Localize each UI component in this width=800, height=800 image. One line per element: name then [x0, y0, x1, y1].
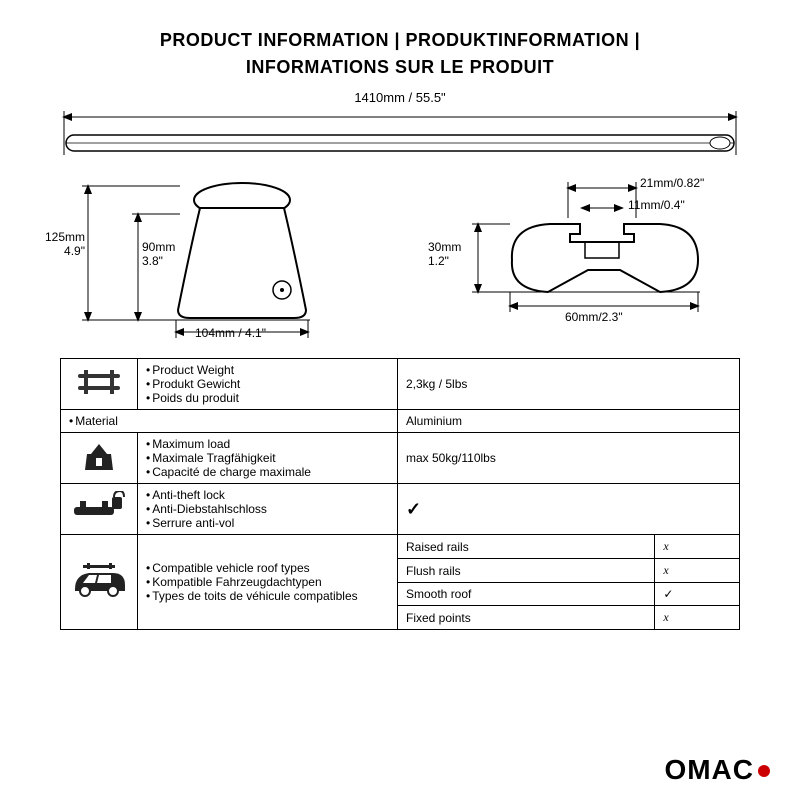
compat-row-val: x [655, 606, 740, 630]
material-value: Aluminium [398, 410, 740, 433]
material-labels: Material [61, 410, 398, 433]
weight-value: 2,3kg / 5lbs [398, 359, 740, 410]
overall-length-diagram: 1410mm / 55.5" [60, 90, 740, 160]
lock-labels: Anti-theft lock Anti-Diebstahlschloss Se… [138, 484, 398, 535]
maxload-icon [61, 433, 138, 484]
maxload-labels: Maximum load Maximale Tragfähigkeit Capa… [138, 433, 398, 484]
compat-labels: Compatible vehicle roof types Kompatible… [138, 535, 398, 630]
lock-value: ✓ [398, 484, 740, 535]
table-row: Anti-theft lock Anti-Diebstahlschloss Se… [61, 484, 740, 535]
title-line-2: INFORMATIONS SUR LE PRODUIT [60, 57, 740, 78]
compat-row-name: Raised rails [398, 535, 655, 559]
compat-row-val: x [655, 559, 740, 583]
foot-width: 104mm / 4.1" [195, 326, 266, 340]
profile-slot-width: 21mm/0.82" [640, 176, 704, 190]
table-row: Product Weight Produkt Gewicht Poids du … [61, 359, 740, 410]
compat-row-name: Smooth roof [398, 583, 655, 606]
car-icon [61, 535, 138, 630]
table-row: Maximum load Maximale Tragfähigkeit Capa… [61, 433, 740, 484]
table-row: Material Aluminium [61, 410, 740, 433]
brand-dot-icon [758, 765, 770, 777]
table-row: Compatible vehicle roof types Kompatible… [61, 535, 740, 559]
foot-height-outer: 125mm 4.9" [40, 230, 85, 258]
profile-width: 60mm/2.3" [565, 310, 623, 324]
compat-row-val: x [655, 535, 740, 559]
lock-icon [61, 484, 138, 535]
title-line-1: PRODUCT INFORMATION | PRODUKTINFORMATION… [60, 30, 740, 51]
profile-height: 30mm 1.2" [428, 240, 461, 268]
foot-diagram: 125mm 4.9" 90mm 3.8" 104mm / 4.1" [60, 170, 390, 340]
compat-row-name: Fixed points [398, 606, 655, 630]
spec-table: Product Weight Produkt Gewicht Poids du … [60, 358, 740, 630]
foot-height-inner: 90mm 3.8" [142, 240, 175, 268]
weight-icon [61, 359, 138, 410]
profile-diagram: 21mm/0.82" 11mm/0.4" 30mm 1.2" 60mm/2.3" [420, 170, 750, 340]
weight-labels: Product Weight Produkt Gewicht Poids du … [138, 359, 398, 410]
overall-length-label: 1410mm / 55.5" [60, 90, 740, 105]
compat-row-name: Flush rails [398, 559, 655, 583]
brand-logo: OMAC [664, 754, 770, 786]
compat-row-val: ✓ [655, 583, 740, 606]
profile-slot-inner: 11mm/0.4" [628, 198, 685, 212]
maxload-value: max 50kg/110lbs [398, 433, 740, 484]
